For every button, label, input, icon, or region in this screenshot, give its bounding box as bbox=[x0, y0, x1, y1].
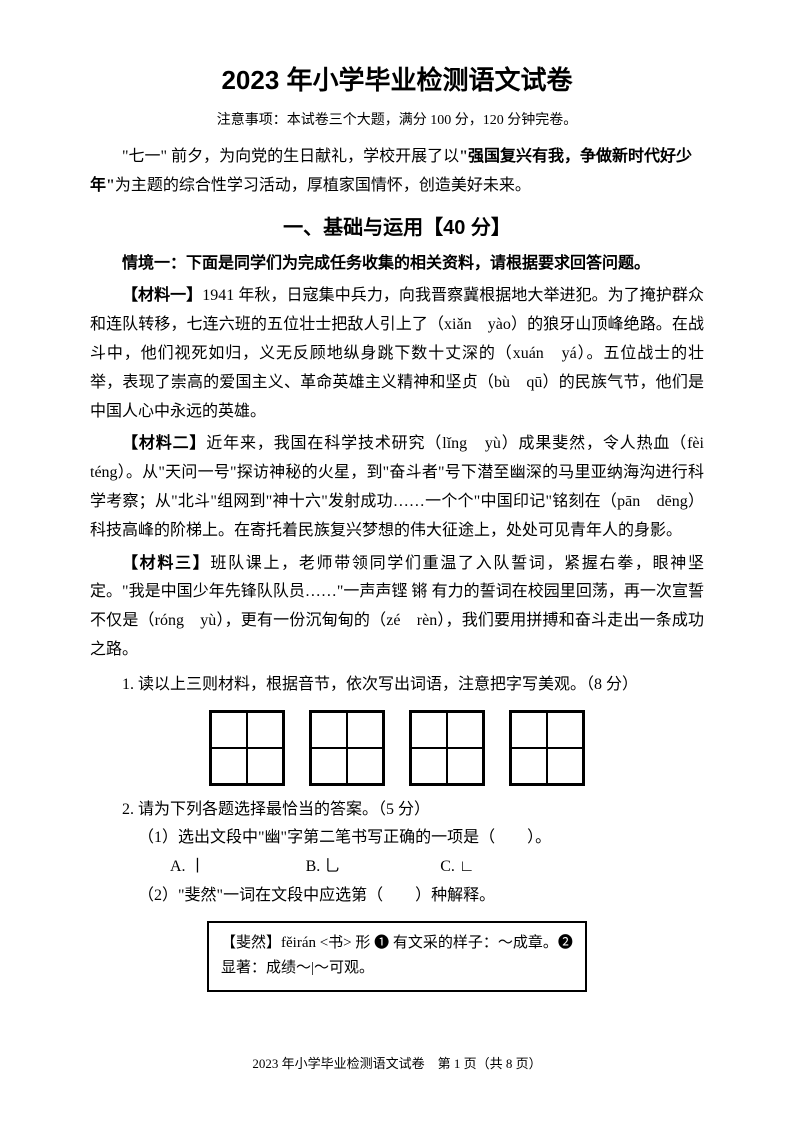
material-1: 【材料一】1941 年秋，日寇集中兵力，向我晋察冀根据地大举进犯。为了掩护群众和… bbox=[90, 282, 704, 426]
material-1-text: 1941 年秋，日寇集中兵力，向我晋察冀根据地大举进犯。为了掩护群众和连队转移，… bbox=[90, 287, 704, 419]
option-c[interactable]: C. ∟ bbox=[440, 853, 474, 882]
answer-grid-box[interactable] bbox=[209, 710, 285, 786]
page-footer: 2023 年小学毕业检测语文试卷 第 1 页（共 8 页） bbox=[0, 1053, 794, 1072]
intro-paragraph: "七一" 前夕，为向党的生日献礼，学校开展了以"强国复兴有我，争做新时代好少年"… bbox=[90, 143, 704, 201]
option-a[interactable]: A. 丨 bbox=[170, 853, 206, 882]
question-2-1: （1）选出文段中"幽"字第二笔书写正确的一项是（ ）。 bbox=[138, 824, 704, 853]
question-2: 2. 请为下列各题选择最恰当的答案。（5 分） bbox=[90, 796, 704, 825]
material-1-label: 【材料一】 bbox=[122, 287, 202, 304]
answer-grid-box[interactable] bbox=[309, 710, 385, 786]
material-3-label: 【材料三】 bbox=[122, 555, 210, 572]
grid-cell[interactable] bbox=[211, 748, 247, 784]
answer-grid-box[interactable] bbox=[509, 710, 585, 786]
intro-text-2: 为主题的综合性学习活动，厚植家国情怀，创造美好未来。 bbox=[115, 177, 531, 194]
grid-cell[interactable] bbox=[211, 712, 247, 748]
intro-text-1: "七一" 前夕，为向党的生日献礼，学校开展了以 bbox=[122, 148, 459, 165]
definition-box: 【斐然】fěirán <书> 形 ❶ 有文采的样子：～成章。❷ 显著：成绩～|～… bbox=[207, 921, 587, 992]
grid-cell[interactable] bbox=[311, 712, 347, 748]
grid-cell[interactable] bbox=[511, 712, 547, 748]
question-2-2: （2）"斐然"一词在文段中应选第（ ）种解释。 bbox=[138, 882, 704, 911]
answer-grid-box[interactable] bbox=[409, 710, 485, 786]
question-2-1-options: A. 丨 B. 乚 C. ∟ bbox=[170, 853, 704, 882]
answer-grid-row bbox=[90, 710, 704, 786]
section-1-title: 一、基础与运用【40 分】 bbox=[90, 211, 704, 240]
grid-cell[interactable] bbox=[411, 712, 447, 748]
grid-cell[interactable] bbox=[347, 748, 383, 784]
material-2: 【材料二】近年来，我国在科学技术研究（lǐng yù）成果斐然，令人热血（fèi… bbox=[90, 430, 704, 545]
material-2-label: 【材料二】 bbox=[122, 435, 206, 452]
grid-cell[interactable] bbox=[511, 748, 547, 784]
context-1: 情境一：下面是同学们为完成任务收集的相关资料，请根据要求回答问题。 bbox=[90, 250, 704, 279]
exam-title: 2023 年小学毕业检测语文试卷 bbox=[90, 60, 704, 97]
grid-cell[interactable] bbox=[347, 712, 383, 748]
material-3: 【材料三】班队课上，老师带领同学们重温了入队誓词，紧握右拳，眼神坚定。"我是中国… bbox=[90, 550, 704, 665]
grid-cell[interactable] bbox=[411, 748, 447, 784]
option-b[interactable]: B. 乚 bbox=[306, 853, 341, 882]
exam-notice: 注意事项：本试卷三个大题，满分 100 分，120 分钟完卷。 bbox=[90, 109, 704, 129]
grid-cell[interactable] bbox=[547, 748, 583, 784]
question-1: 1. 读以上三则材料，根据音节，依次写出词语，注意把字写美观。（8 分） bbox=[90, 671, 704, 700]
grid-cell[interactable] bbox=[447, 712, 483, 748]
grid-cell[interactable] bbox=[247, 712, 283, 748]
grid-cell[interactable] bbox=[311, 748, 347, 784]
grid-cell[interactable] bbox=[247, 748, 283, 784]
grid-cell[interactable] bbox=[447, 748, 483, 784]
grid-cell[interactable] bbox=[547, 712, 583, 748]
